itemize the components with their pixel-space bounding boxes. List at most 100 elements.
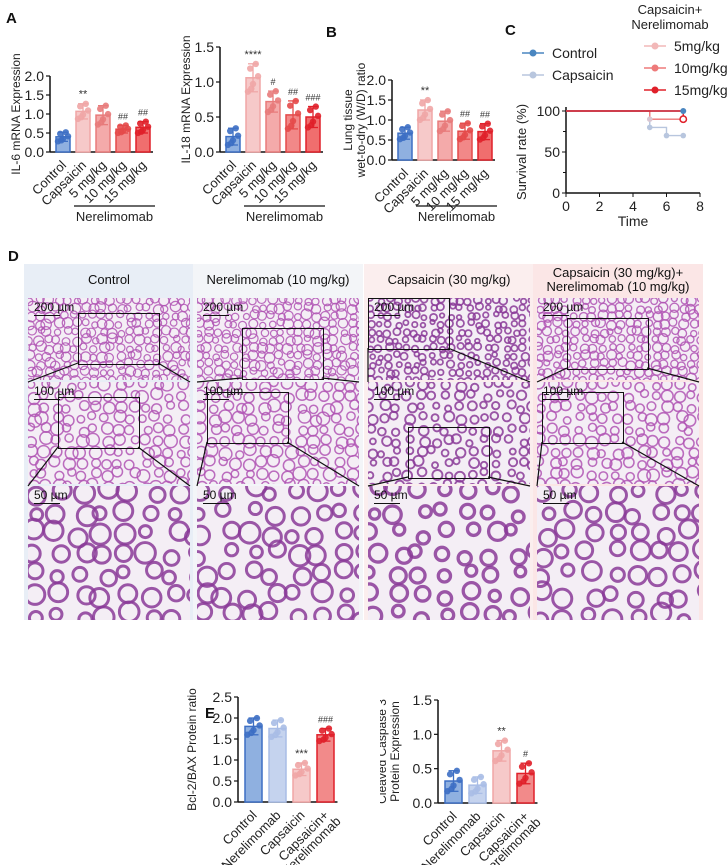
y-tick: 0.0	[195, 144, 215, 160]
data-point	[472, 788, 479, 795]
x-tick: 0	[562, 198, 570, 214]
data-point	[252, 60, 259, 68]
x-axis-label: Time	[618, 213, 649, 229]
histology-image: 100 µm	[537, 382, 699, 484]
histology-image: 100 µm	[28, 382, 190, 484]
data-point	[272, 88, 279, 95]
significance-mark: **	[421, 85, 430, 97]
data-point	[456, 776, 463, 784]
x-tick: 8	[696, 198, 704, 214]
survival-line-chart: 0 50 100 0 2 4 6 8 Time Survival rate (%) Control C…	[514, 2, 728, 229]
data-point	[274, 97, 282, 104]
histology-image: 200 µm	[197, 298, 359, 380]
y-tick: 0.0	[367, 152, 387, 168]
zoom-region-box	[542, 392, 624, 444]
survival-curve	[566, 110, 684, 120]
y-tick: 0.5	[413, 761, 433, 777]
scale-bar: 50 µm	[374, 488, 408, 504]
data-point	[58, 137, 65, 144]
data-point	[82, 100, 90, 108]
histology-column-title: Capsaicin (30 mg/kg)+ Nerelimomab (10 mg…	[546, 265, 690, 294]
y-tick: 2.0	[25, 68, 45, 84]
significance-mark: ****	[244, 49, 262, 61]
x-tick: 6	[663, 198, 671, 214]
data-point	[307, 106, 314, 114]
y-tick: 1.0	[25, 106, 45, 122]
y-axis-label: Survival rate (%)	[514, 104, 529, 200]
y-tick: 0.0	[413, 795, 433, 811]
histology-image: 50 µm	[368, 486, 530, 620]
y-tick: 1.5	[213, 731, 233, 747]
data-point	[486, 127, 494, 134]
significance-mark: #	[270, 77, 275, 87]
survival-curve	[566, 110, 684, 120]
data-point	[308, 121, 315, 129]
zoom-region-box	[242, 328, 324, 380]
y-tick: 2.0	[367, 72, 387, 88]
data-point	[268, 106, 275, 113]
data-point	[98, 119, 105, 126]
legend-group-title: Nerelimomab	[631, 17, 708, 32]
y-tick: 1.0	[367, 112, 387, 128]
y-tick: 2.5	[213, 689, 233, 705]
data-point	[292, 97, 299, 105]
data-point	[270, 719, 278, 727]
histology-image: 50 µm	[537, 486, 699, 620]
data-point	[234, 132, 242, 139]
zoom-region-box	[78, 313, 160, 365]
panel-label-c: C	[505, 22, 516, 39]
histology-column: Control 200 µm 100 µm 50 µm	[24, 264, 194, 620]
y-tick: 0.5	[213, 773, 233, 789]
significance-mark: #	[523, 749, 528, 759]
significance-mark: ###	[305, 93, 320, 103]
histology-column: Nerelimomab (10 mg/kg) 200 µm 100 µm 50 µm	[193, 264, 363, 620]
data-point	[287, 102, 294, 109]
legend-entry: 5mg/kg	[674, 38, 720, 54]
y-axis-label: Lung tissue	[341, 89, 355, 151]
y-axis-label: IL-6 mRNA Expression	[9, 53, 23, 174]
data-point	[228, 139, 235, 147]
data-point	[102, 102, 110, 109]
y-axis-label: wet-to-dry (W/D) ratio	[354, 62, 368, 178]
significance-mark: ##	[118, 111, 128, 121]
data-point	[318, 727, 326, 734]
data-point	[246, 717, 254, 725]
bar	[316, 734, 335, 803]
panel-label-d: D	[8, 248, 19, 265]
data-point	[518, 763, 526, 770]
data-point	[328, 730, 335, 738]
data-point	[137, 120, 144, 127]
data-point	[294, 110, 302, 117]
data-point	[280, 724, 287, 731]
data-point	[142, 118, 149, 125]
histology-column-title: Capsaicin (30 mg/kg)	[387, 272, 511, 287]
survival-curve	[566, 110, 684, 120]
data-point	[277, 716, 285, 724]
significance-mark: ##	[480, 110, 490, 120]
data-point	[440, 125, 447, 133]
group-label: Nerelimomab	[76, 209, 153, 224]
legend-entry: 15mg/kg	[674, 82, 728, 98]
data-point	[232, 125, 239, 132]
data-point	[254, 73, 262, 80]
histology-column: Capsaicin (30 mg/kg)+ Nerelimomab (10 mg…	[533, 264, 703, 620]
y-tick: 1.5	[195, 39, 215, 55]
data-point	[460, 134, 467, 141]
legend-entry: Capsaicin	[552, 67, 613, 83]
y-tick: 1.5	[25, 87, 45, 103]
group-label: Nerelimomab	[418, 209, 495, 224]
data-point	[227, 127, 234, 135]
histology-image: 100 µm	[368, 382, 530, 484]
data-point	[325, 725, 333, 732]
data-point	[520, 778, 527, 785]
data-point	[272, 731, 279, 739]
histology-image: 200 µm	[537, 298, 699, 380]
data-point	[484, 120, 491, 127]
il6-bar-chart: IL-6 mRNA Expression 0.00.51.01.52.0Contr…	[9, 53, 155, 224]
data-point	[448, 785, 455, 793]
scale-bar: 200 µm	[543, 300, 584, 316]
data-point	[256, 722, 263, 729]
histology-image: 50 µm	[28, 486, 190, 620]
y-axis-label: Cleaved Caspase 3	[380, 699, 389, 804]
